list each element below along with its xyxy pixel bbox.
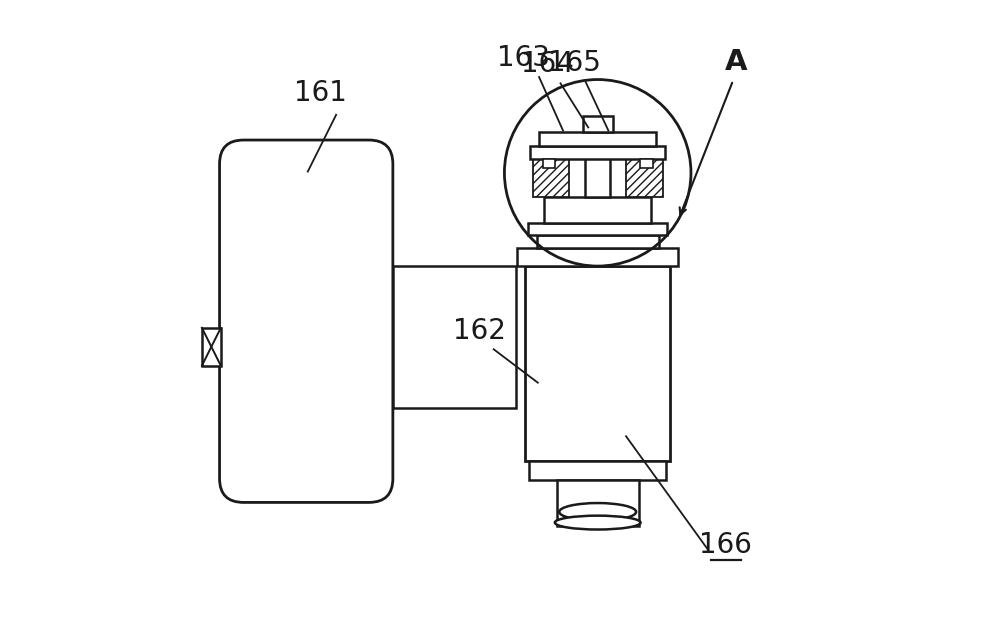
Bar	[577, 140, 618, 151]
Text: 163: 163	[497, 44, 550, 72]
Ellipse shape	[555, 516, 641, 530]
Bar	[583, 116, 613, 132]
Bar	[530, 146, 665, 159]
Bar	[543, 159, 555, 168]
Bar	[537, 235, 659, 248]
Bar	[525, 266, 670, 461]
Bar	[626, 151, 663, 197]
Text: 165: 165	[548, 49, 601, 77]
Text: 162: 162	[453, 317, 506, 345]
Bar	[533, 151, 569, 197]
Bar	[517, 248, 678, 266]
Bar	[544, 197, 651, 223]
Bar	[539, 132, 656, 146]
Bar	[393, 266, 516, 408]
Bar	[528, 223, 667, 235]
Text: A: A	[725, 47, 748, 76]
Bar	[557, 480, 639, 526]
Bar	[202, 328, 221, 366]
Text: 166: 166	[699, 531, 752, 559]
Bar	[640, 159, 653, 168]
Bar	[529, 461, 666, 480]
Text: 161: 161	[294, 79, 347, 107]
Bar	[585, 140, 610, 197]
FancyBboxPatch shape	[220, 140, 393, 503]
Text: 164: 164	[521, 50, 574, 78]
Ellipse shape	[559, 503, 636, 521]
